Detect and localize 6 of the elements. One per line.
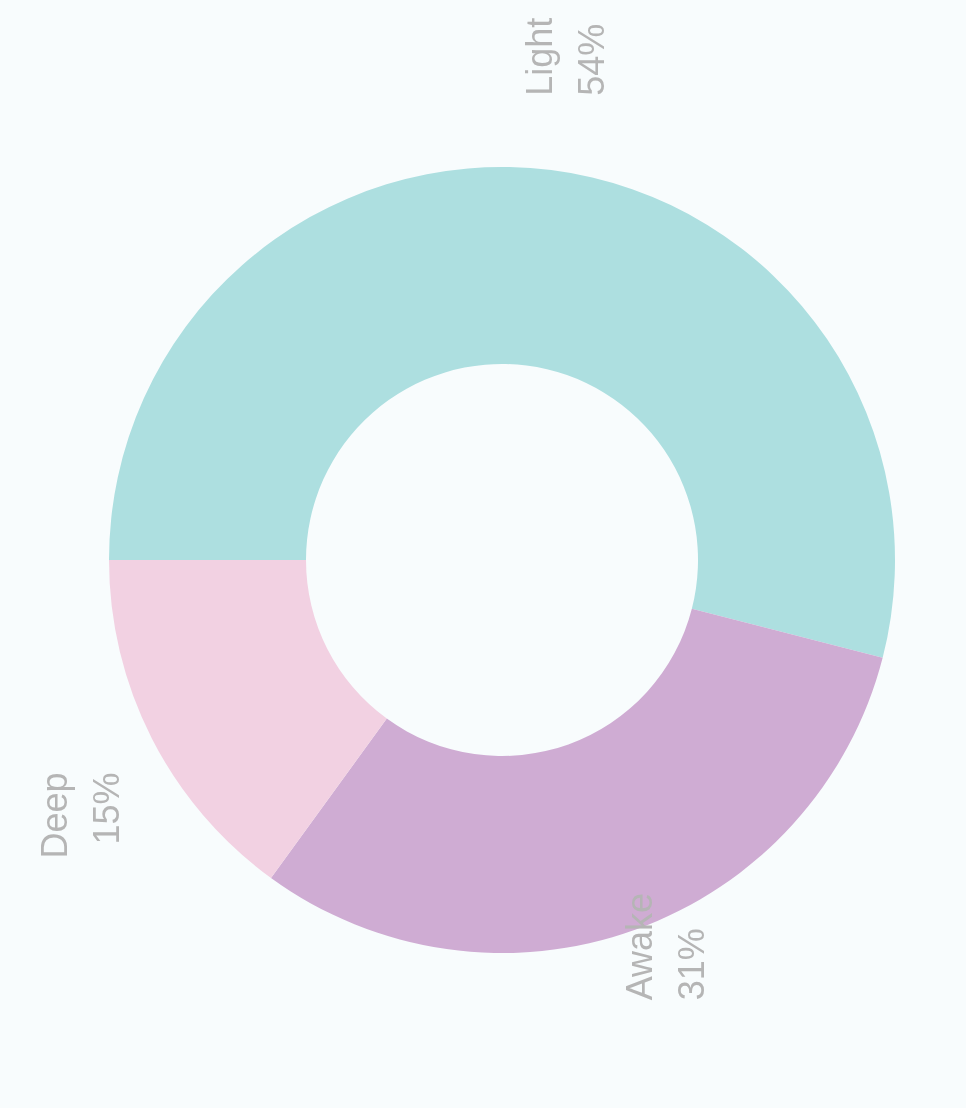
slice-label: Deep bbox=[33, 772, 75, 859]
data-label: 54% bbox=[571, 23, 613, 96]
data-label: 31% bbox=[671, 928, 713, 1001]
slice-label: Awake bbox=[619, 892, 661, 1001]
slice-label: Light bbox=[519, 17, 561, 96]
data-label: 15% bbox=[85, 772, 127, 845]
